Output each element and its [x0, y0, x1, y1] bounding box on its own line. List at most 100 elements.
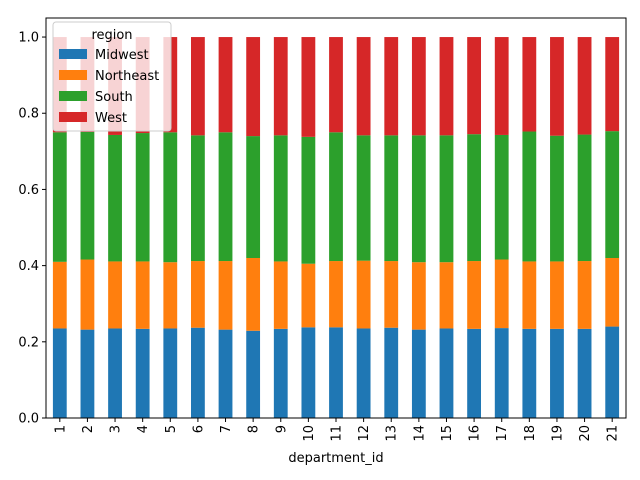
- x-tick-label: 8: [247, 425, 262, 433]
- y-tick-label: 0.2: [18, 335, 39, 350]
- bar-northeast-21: [605, 258, 620, 327]
- bar-northeast-14: [411, 262, 426, 330]
- bar-midwest-13: [384, 327, 399, 418]
- bar-northeast-1: [52, 261, 67, 329]
- bar-midwest-12: [356, 328, 371, 418]
- bar-northeast-17: [494, 259, 509, 329]
- x-tick-label: 13: [385, 425, 400, 442]
- bar-south-11: [329, 132, 343, 262]
- bar-midwest-6: [191, 327, 205, 418]
- x-tick-label: 11: [330, 425, 345, 442]
- bar-west-21: [605, 37, 620, 132]
- legend-label-northeast: Northeast: [95, 69, 159, 84]
- x-tick-label: 1: [53, 425, 68, 433]
- bar-midwest-15: [439, 328, 454, 418]
- x-tick-label: 19: [550, 425, 565, 442]
- x-axis-label: department_id: [288, 451, 383, 466]
- x-tick-label: 15: [440, 425, 455, 442]
- bar-west-12: [356, 37, 371, 136]
- legend-swatch-west: [59, 112, 87, 122]
- bar-northeast-12: [356, 260, 371, 329]
- bar-south-12: [356, 135, 371, 261]
- x-tick-label: 4: [136, 425, 151, 433]
- bar-west-17: [494, 37, 509, 135]
- bar-northeast-8: [246, 258, 261, 331]
- bar-midwest-9: [273, 328, 288, 418]
- bar-south-20: [577, 134, 592, 262]
- bar-midwest-21: [605, 326, 620, 418]
- bar-south-18: [522, 131, 537, 262]
- bar-northeast-2: [80, 259, 95, 330]
- bar-west-9: [273, 37, 288, 136]
- bar-south-8: [246, 136, 261, 258]
- bar-south-3: [108, 134, 122, 262]
- bar-midwest-14: [411, 329, 426, 418]
- x-tick-label: 10: [302, 425, 317, 442]
- bar-midwest-17: [494, 328, 509, 418]
- bar-south-14: [411, 135, 426, 263]
- bar-northeast-3: [108, 261, 122, 329]
- bar-northeast-20: [577, 261, 592, 329]
- x-tick-label: 12: [357, 425, 372, 442]
- bar-south-5: [163, 132, 178, 263]
- x-tick-label: 17: [495, 425, 510, 442]
- bar-midwest-20: [577, 328, 592, 418]
- bar-west-8: [246, 37, 261, 137]
- bar-south-1: [52, 132, 67, 262]
- bar-midwest-7: [218, 329, 233, 418]
- bar-northeast-11: [329, 261, 343, 328]
- bar-west-20: [577, 37, 592, 135]
- bar-south-21: [605, 131, 620, 258]
- x-tick-label: 18: [523, 425, 538, 442]
- x-tick-label: 6: [191, 425, 206, 433]
- x-tick-label: 21: [606, 425, 621, 442]
- bar-northeast-13: [384, 261, 399, 328]
- bar-midwest-1: [52, 328, 67, 418]
- x-tick-label: 2: [81, 425, 96, 433]
- bar-south-13: [384, 135, 399, 262]
- y-tick-label: 0.0: [18, 412, 39, 427]
- y-tick-label: 0.4: [18, 259, 39, 274]
- bar-midwest-4: [135, 328, 150, 418]
- bar-west-14: [411, 37, 426, 136]
- bar-west-15: [439, 37, 454, 136]
- bar-midwest-2: [80, 329, 95, 418]
- bar-south-10: [301, 136, 316, 264]
- bar-south-19: [550, 135, 564, 262]
- bar-west-6: [191, 37, 205, 136]
- bar-south-9: [273, 135, 288, 262]
- y-tick-label: 0.8: [18, 107, 39, 122]
- bar-west-18: [522, 37, 537, 132]
- x-tick-label: 3: [109, 425, 124, 433]
- bar-northeast-10: [301, 263, 316, 328]
- bar-midwest-11: [329, 327, 343, 418]
- bar-south-2: [80, 131, 95, 260]
- bar-northeast-19: [550, 261, 564, 329]
- bar-south-4: [135, 133, 150, 262]
- bar-midwest-3: [108, 328, 122, 418]
- bar-northeast-9: [273, 261, 288, 329]
- legend: region Midwest Northeast South West: [52, 21, 172, 132]
- legend-swatch-south: [59, 91, 87, 101]
- bar-west-13: [384, 37, 399, 136]
- y-tick-label: 0.6: [18, 183, 39, 198]
- x-tick-label: 14: [412, 425, 427, 442]
- bar-west-16: [467, 37, 481, 135]
- bar-west-19: [550, 37, 564, 136]
- legend-label-south: South: [95, 90, 133, 105]
- x-tick-label: 7: [219, 425, 234, 433]
- bar-northeast-6: [191, 261, 205, 328]
- bar-northeast-4: [135, 261, 150, 329]
- bar-midwest-8: [246, 330, 261, 418]
- bar-northeast-16: [467, 261, 481, 329]
- bar-northeast-7: [218, 261, 233, 330]
- bar-midwest-18: [522, 328, 537, 418]
- bar-south-16: [467, 134, 481, 262]
- bar-midwest-19: [550, 328, 564, 418]
- legend-swatch-midwest: [59, 49, 87, 59]
- bar-midwest-16: [467, 328, 481, 418]
- bar-west-10: [301, 37, 316, 137]
- bar-south-7: [218, 132, 233, 262]
- legend-title: region: [91, 28, 132, 43]
